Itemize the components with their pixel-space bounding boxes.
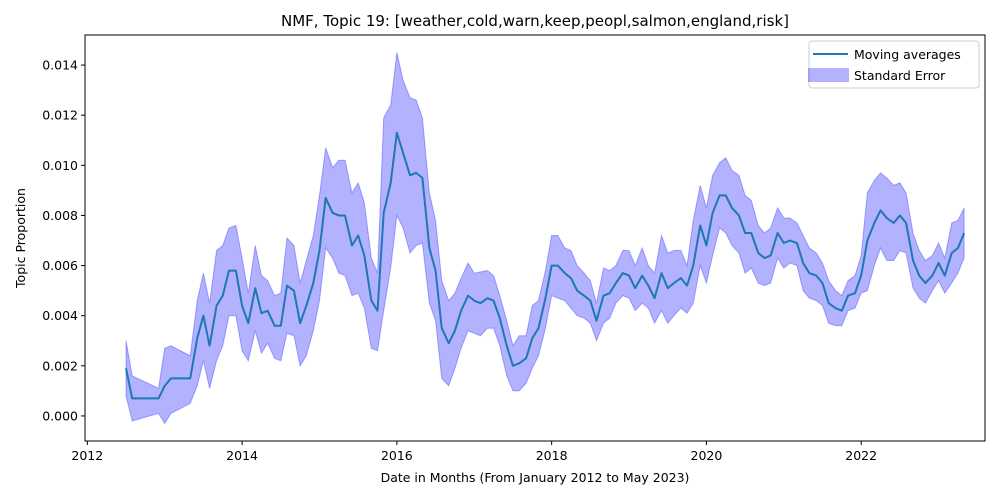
standard-error-band [125,52,965,425]
y-tick-label: 0.008 [42,208,78,223]
moving-averages-line [125,131,966,400]
y-tick-label: 0.000 [42,408,78,423]
x-tick-label: 2018 [536,448,568,463]
x-tick-label: 2020 [691,448,723,463]
legend: Moving averages Standard Error [808,40,980,89]
x-tick-label: 2012 [71,448,103,463]
legend-label-moving-averages: Moving averages [854,47,961,62]
legend-box [808,40,980,89]
y-tick-label: 0.012 [42,108,78,123]
y-tick-label: 0.006 [42,258,78,273]
x-tick-label: 2022 [845,448,877,463]
legend-swatch-standard-error [808,68,849,82]
y-tick-label: 0.010 [42,158,78,173]
y-tick-label: 0.002 [42,358,78,373]
x-axis-label: Date in Months (From January 2012 to May… [381,470,690,485]
axes: 2012 2014 2016 2018 2020 2022 0.000 0.002 0.004 0… [42,58,877,463]
x-tick-label: 2014 [226,448,258,463]
plot-area [125,52,966,425]
y-tick-label: 0.004 [42,308,78,323]
legend-label-standard-error: Standard Error [854,68,946,83]
x-tick-label: 2016 [381,448,413,463]
y-axis-label: Topic Proportion [13,188,28,289]
chart-title: NMF, Topic 19: [weather,cold,warn,keep,p… [281,12,789,30]
plot-frame [84,34,986,442]
y-tick-label: 0.014 [42,58,78,73]
